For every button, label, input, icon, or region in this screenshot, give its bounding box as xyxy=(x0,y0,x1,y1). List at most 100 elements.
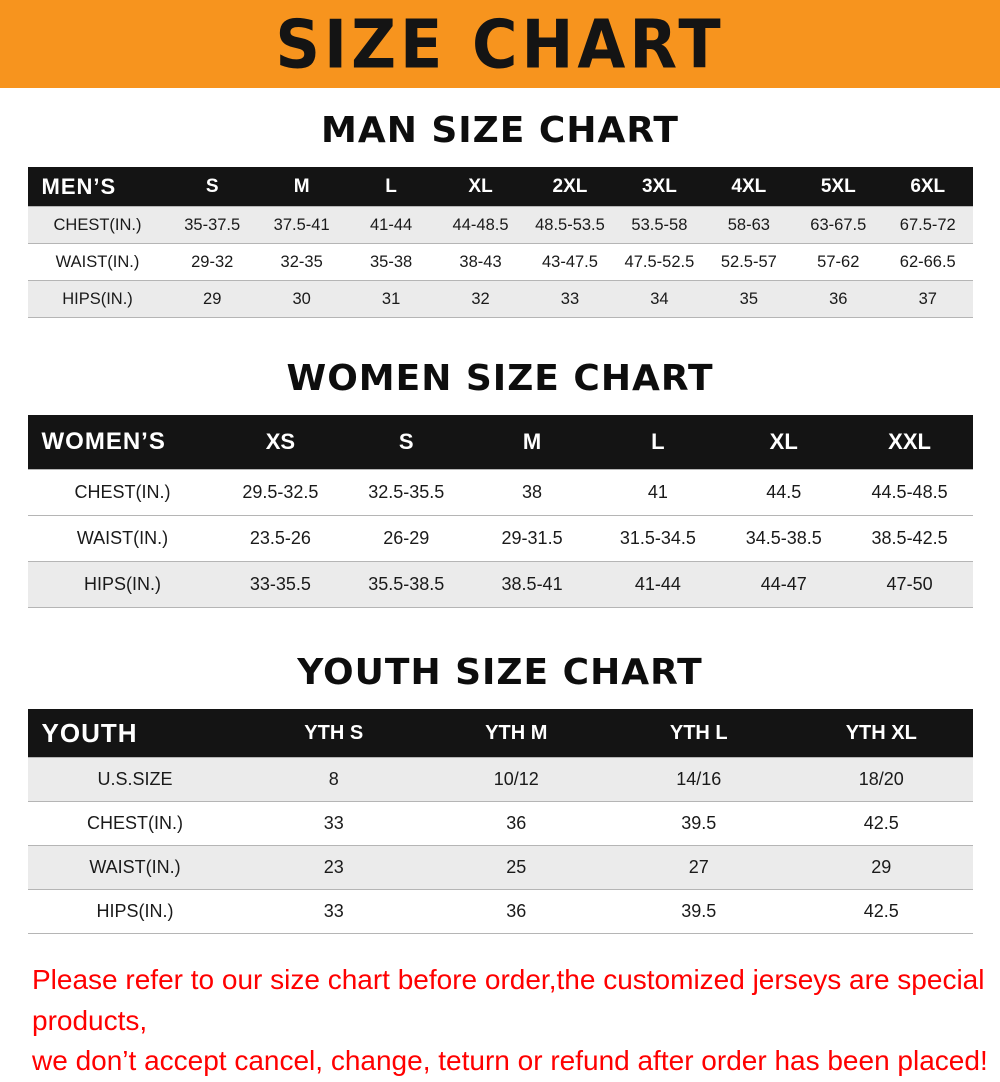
cell: 62-66.5 xyxy=(883,243,973,281)
womens-size-table: WOMEN’S XS S M L XL XXL CHEST(IN.) 29.5-… xyxy=(27,415,973,608)
cell: 8 xyxy=(242,757,425,802)
column-header: XL xyxy=(720,415,847,470)
youth-size-table: YOUTH YTH S YTH M YTH L YTH XL U.S.SIZE … xyxy=(27,709,973,934)
youth-corner-label: YOUTH xyxy=(27,709,243,758)
cell: 39.5 xyxy=(607,889,790,934)
cell: 37.5-41 xyxy=(256,206,347,244)
row-label: HIPS(IN.) xyxy=(27,561,218,608)
column-header: S xyxy=(167,167,257,207)
column-header: YTH L xyxy=(607,709,790,758)
column-header: M xyxy=(256,167,347,207)
cell: 23.5-26 xyxy=(217,515,344,562)
column-header: 2XL xyxy=(525,167,615,207)
column-header: XL xyxy=(435,167,526,207)
column-header: 3XL xyxy=(614,167,705,207)
cell: 39.5 xyxy=(607,801,790,846)
cell: 36 xyxy=(425,801,608,846)
cell: 26-29 xyxy=(343,515,470,562)
cell: 33-35.5 xyxy=(217,561,344,608)
youth-header-row: YOUTH YTH S YTH M YTH L YTH XL xyxy=(27,709,973,758)
cell: 36 xyxy=(425,889,608,934)
mens-size-table: MEN’S S M L XL 2XL 3XL 4XL 5XL 6XL CHEST… xyxy=(27,167,973,318)
cell: 33 xyxy=(525,280,615,318)
banner-title: SIZE CHART xyxy=(275,4,725,84)
row-label: WAIST(IN.) xyxy=(27,243,168,281)
cell: 41-44 xyxy=(594,561,721,608)
cell: 34.5-38.5 xyxy=(720,515,847,562)
column-header: XXL xyxy=(846,415,973,470)
cell: 14/16 xyxy=(607,757,790,802)
row-label: HIPS(IN.) xyxy=(27,889,243,934)
cell: 44-47 xyxy=(720,561,847,608)
row-label: CHEST(IN.) xyxy=(27,206,168,244)
table-row: U.S.SIZE 8 10/12 14/16 18/20 xyxy=(27,757,973,802)
table-row: HIPS(IN.) 33-35.5 35.5-38.5 38.5-41 41-4… xyxy=(27,561,973,608)
cell: 37 xyxy=(883,280,973,318)
column-header: S xyxy=(343,415,470,470)
cell: 31.5-34.5 xyxy=(594,515,721,562)
column-header: 5XL xyxy=(793,167,883,207)
cell: 47-50 xyxy=(846,561,973,608)
cell: 32-35 xyxy=(256,243,347,281)
row-label: CHEST(IN.) xyxy=(27,469,218,516)
disclaimer-note: Please refer to our size chart before or… xyxy=(32,960,1000,1082)
cell: 44.5-48.5 xyxy=(846,469,973,516)
cell: 30 xyxy=(256,280,347,318)
cell: 38 xyxy=(469,469,595,516)
disclaimer-line-2: we don’t accept cancel, change, teturn o… xyxy=(32,1045,988,1077)
cell: 34 xyxy=(614,280,705,318)
cell: 31 xyxy=(346,280,436,318)
column-header: YTH XL xyxy=(790,709,973,758)
table-row: HIPS(IN.) 33 36 39.5 42.5 xyxy=(27,889,973,934)
cell: 47.5-52.5 xyxy=(614,243,705,281)
women-size-chart-heading: WOMEN SIZE CHART xyxy=(286,358,714,399)
table-row: WAIST(IN.) 23 25 27 29 xyxy=(27,845,973,890)
cell: 29 xyxy=(167,280,257,318)
column-header: YTH M xyxy=(425,709,608,758)
column-header: L xyxy=(594,415,721,470)
table-row: CHEST(IN.) 35-37.5 37.5-41 41-44 44-48.5… xyxy=(27,206,973,244)
disclaimer-line-1: Please refer to our size chart before or… xyxy=(32,964,985,1036)
cell: 52.5-57 xyxy=(704,243,794,281)
cell: 53.5-58 xyxy=(614,206,705,244)
cell: 32 xyxy=(435,280,526,318)
row-label: WAIST(IN.) xyxy=(27,515,218,562)
cell: 25 xyxy=(425,845,608,890)
cell: 38.5-42.5 xyxy=(846,515,973,562)
cell: 38.5-41 xyxy=(469,561,595,608)
cell: 67.5-72 xyxy=(883,206,973,244)
cell: 63-67.5 xyxy=(793,206,883,244)
youth-size-chart-heading: YOUTH SIZE CHART xyxy=(297,652,703,693)
size-chart-banner: SIZE CHART xyxy=(0,0,1000,88)
cell: 18/20 xyxy=(790,757,973,802)
column-header: XS xyxy=(217,415,344,470)
cell: 35 xyxy=(704,280,794,318)
cell: 44-48.5 xyxy=(435,206,526,244)
cell: 32.5-35.5 xyxy=(343,469,470,516)
cell: 10/12 xyxy=(425,757,608,802)
cell: 36 xyxy=(793,280,883,318)
table-row: WAIST(IN.) 29-32 32-35 35-38 38-43 43-47… xyxy=(27,243,973,281)
womens-header-row: WOMEN’S XS S M L XL XXL xyxy=(27,415,973,470)
cell: 44.5 xyxy=(720,469,847,516)
table-row: CHEST(IN.) 29.5-32.5 32.5-35.5 38 41 44.… xyxy=(27,469,973,516)
cell: 48.5-53.5 xyxy=(525,206,615,244)
cell: 58-63 xyxy=(704,206,794,244)
cell: 29.5-32.5 xyxy=(217,469,344,516)
column-header: 4XL xyxy=(704,167,794,207)
mens-header-row: MEN’S S M L XL 2XL 3XL 4XL 5XL 6XL xyxy=(27,167,973,207)
column-header: M xyxy=(469,415,595,470)
cell: 41-44 xyxy=(346,206,436,244)
cell: 42.5 xyxy=(790,889,973,934)
cell: 35.5-38.5 xyxy=(343,561,470,608)
cell: 35-38 xyxy=(346,243,436,281)
row-label: CHEST(IN.) xyxy=(27,801,243,846)
table-row: WAIST(IN.) 23.5-26 26-29 29-31.5 31.5-34… xyxy=(27,515,973,562)
column-header: 6XL xyxy=(883,167,973,207)
womens-corner-label: WOMEN’S xyxy=(27,415,218,470)
cell: 29-31.5 xyxy=(469,515,595,562)
cell: 33 xyxy=(242,889,425,934)
column-header: YTH S xyxy=(242,709,425,758)
table-row: HIPS(IN.) 29 30 31 32 33 34 35 36 37 xyxy=(27,280,973,318)
cell: 57-62 xyxy=(793,243,883,281)
